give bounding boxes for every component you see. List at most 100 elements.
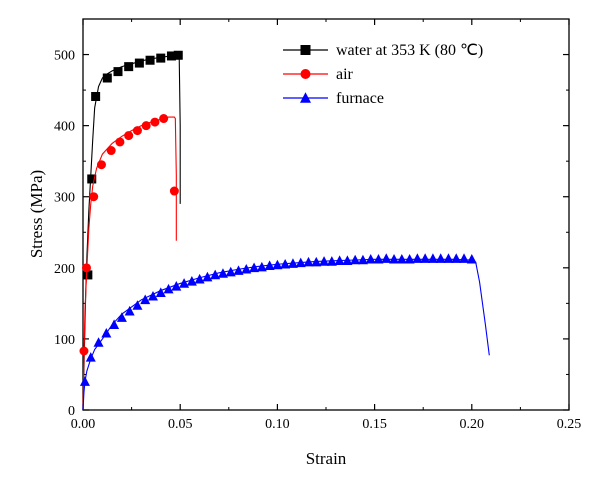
x-tick-label: 0.25 <box>557 417 582 432</box>
data-point <box>91 91 101 101</box>
data-point <box>132 126 142 136</box>
y-tick-label: 200 <box>54 262 75 277</box>
data-point <box>202 271 213 282</box>
data-point <box>459 253 470 263</box>
x-tick-label: 0.05 <box>168 417 193 432</box>
data-point <box>140 294 151 305</box>
data-point <box>373 254 384 264</box>
data-point <box>357 254 368 265</box>
data-point <box>427 253 438 263</box>
data-point <box>326 256 337 266</box>
data-point <box>124 62 134 72</box>
data-point <box>412 253 423 263</box>
x-tick-label: 0.20 <box>460 417 485 432</box>
data-point <box>264 260 275 270</box>
data-point <box>311 256 322 267</box>
data-point <box>217 268 228 278</box>
legend-label: furnace <box>336 90 384 107</box>
series-triangle <box>79 253 490 411</box>
legend-label: water at 353 K (80 ℃) <box>336 42 483 59</box>
data-point <box>115 137 125 147</box>
data-point <box>179 278 190 288</box>
data-point <box>169 186 179 196</box>
data-point <box>166 51 176 61</box>
data-point <box>225 266 236 277</box>
x-axis-title: Strain <box>306 449 347 468</box>
series-line <box>82 116 177 411</box>
data-point <box>173 50 183 60</box>
data-point <box>134 58 144 68</box>
data-point <box>145 55 155 65</box>
data-point <box>404 254 415 264</box>
data-point <box>163 283 174 294</box>
x-axis-ticks: 0.00 0.05 0.10 0.15 0.20 0.25 <box>71 19 582 432</box>
series-line <box>82 54 181 411</box>
series-line <box>82 258 490 411</box>
data-point <box>303 256 314 267</box>
series-layer <box>79 50 490 411</box>
data-point <box>396 254 407 264</box>
data-point <box>96 160 106 170</box>
legend-marker <box>300 45 311 55</box>
data-point <box>147 290 158 301</box>
data-point <box>249 262 260 273</box>
data-point <box>155 287 166 297</box>
y-tick-label: 500 <box>54 49 75 64</box>
data-point <box>443 253 454 263</box>
data-point <box>381 253 392 263</box>
data-point <box>435 253 446 263</box>
data-point <box>101 327 112 338</box>
data-point <box>102 73 112 83</box>
data-point <box>295 257 306 268</box>
data-point <box>79 346 89 356</box>
data-point <box>156 53 166 63</box>
data-point <box>319 256 330 266</box>
data-point <box>81 263 91 273</box>
data-point <box>334 255 345 265</box>
data-point <box>132 300 143 310</box>
data-point <box>365 254 376 264</box>
series-square <box>82 50 183 411</box>
data-point <box>233 265 244 275</box>
data-point <box>79 376 90 386</box>
data-point <box>241 263 252 274</box>
x-tick-label: 0.00 <box>71 417 96 432</box>
data-point <box>89 192 99 202</box>
data-point <box>124 131 134 141</box>
data-point <box>93 337 104 347</box>
data-point <box>420 253 431 263</box>
data-point <box>210 269 221 280</box>
data-point <box>466 254 477 264</box>
data-point <box>141 121 151 131</box>
y-axis-ticks: 0 100 200 300 400 500 <box>54 49 569 419</box>
data-point <box>272 259 283 270</box>
data-point <box>85 352 96 362</box>
data-point <box>350 254 361 265</box>
data-point <box>194 273 205 284</box>
data-point <box>83 270 93 280</box>
data-point <box>124 305 135 316</box>
y-tick-label: 0 <box>68 404 75 419</box>
legend-label: air <box>336 66 354 83</box>
data-point <box>256 261 267 272</box>
y-tick-label: 100 <box>54 333 75 348</box>
data-point <box>451 253 462 263</box>
legend-marker <box>300 92 311 103</box>
data-point <box>106 146 116 156</box>
data-point <box>116 312 127 322</box>
data-point <box>287 258 298 268</box>
legend: water at 353 K (80 ℃) air furnace <box>283 42 483 107</box>
data-point <box>113 67 123 77</box>
data-point <box>150 117 160 127</box>
legend-marker <box>300 69 311 79</box>
y-tick-label: 300 <box>54 191 75 206</box>
data-point <box>389 254 400 264</box>
y-axis-title: Stress (MPa) <box>27 170 46 258</box>
data-point <box>280 258 291 269</box>
x-tick-label: 0.15 <box>362 417 387 432</box>
data-point <box>87 174 97 184</box>
data-point <box>186 276 197 286</box>
y-tick-label: 400 <box>54 120 75 135</box>
data-point <box>171 281 182 291</box>
